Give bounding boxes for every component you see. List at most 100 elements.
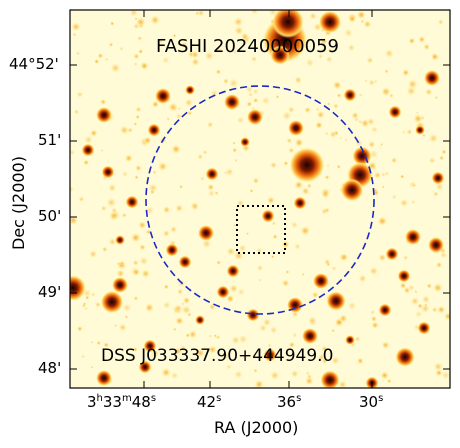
faint-speckle — [138, 49, 144, 54]
star — [378, 303, 392, 317]
faint-speckle — [258, 278, 262, 282]
faint-speckle — [399, 198, 409, 208]
faint-speckle — [233, 17, 244, 27]
faint-speckle — [172, 33, 177, 38]
faint-speckle — [101, 246, 108, 253]
faint-speckle — [171, 144, 181, 154]
faint-speckle — [414, 310, 423, 318]
faint-speckle — [270, 370, 280, 380]
faint-speckle — [163, 284, 169, 290]
faint-speckle — [150, 189, 155, 195]
survey-label: DSS J033337.90+444949.0 — [101, 346, 334, 366]
faint-speckle — [364, 78, 368, 83]
faint-speckle — [76, 51, 81, 56]
faint-speckle — [184, 98, 193, 107]
faint-speckle — [409, 180, 417, 189]
star — [345, 335, 355, 345]
dec-tick-label: 48' — [38, 359, 62, 377]
faint-speckle — [135, 106, 142, 113]
faint-speckle — [234, 158, 238, 162]
star — [115, 235, 125, 245]
faint-speckle — [333, 103, 339, 109]
faint-speckle — [324, 207, 330, 214]
faint-speckle — [234, 370, 243, 379]
faint-speckle — [175, 204, 184, 213]
faint-speckle — [374, 79, 378, 84]
faint-speckle — [269, 326, 278, 334]
faint-speckle — [174, 347, 182, 356]
faint-speckle — [168, 102, 178, 112]
faint-speckle — [181, 305, 192, 315]
faint-speckle — [344, 137, 348, 142]
faint-speckle — [231, 335, 241, 345]
faint-speckle — [358, 93, 363, 98]
faint-speckle — [248, 92, 253, 97]
faint-speckle — [344, 28, 353, 38]
faint-speckle — [358, 274, 367, 283]
faint-speckle — [380, 142, 384, 146]
faint-speckle — [100, 98, 107, 105]
faint-speckle — [208, 334, 212, 338]
faint-speckle — [406, 128, 413, 135]
faint-speckle — [201, 239, 212, 249]
faint-speckle — [225, 363, 232, 370]
faint-speckle — [166, 117, 171, 121]
faint-speckle — [368, 140, 376, 149]
faint-speckle — [414, 290, 418, 294]
faint-speckle — [104, 57, 109, 62]
faint-speckle — [368, 79, 376, 87]
faint-speckle — [420, 303, 430, 314]
faint-speckle — [428, 157, 436, 164]
faint-speckle — [288, 341, 295, 348]
faint-speckle — [133, 295, 139, 301]
faint-speckle — [202, 149, 208, 155]
faint-speckle — [119, 46, 124, 52]
faint-speckle — [215, 335, 221, 340]
faint-speckle — [144, 303, 154, 313]
faint-speckle — [108, 42, 114, 47]
faint-speckle — [331, 265, 337, 271]
faint-speckle — [152, 170, 157, 175]
faint-speckle — [434, 95, 439, 100]
faint-speckle — [150, 15, 161, 25]
faint-speckle — [338, 380, 347, 388]
star — [340, 178, 364, 202]
faint-speckle — [294, 138, 304, 148]
faint-speckle — [306, 183, 312, 189]
faint-speckle — [381, 172, 386, 177]
y-axis-label: Dec (J2000) — [8, 156, 28, 250]
faint-speckle — [97, 52, 104, 59]
faint-speckle — [305, 371, 310, 376]
star — [395, 347, 415, 367]
faint-speckle — [435, 261, 443, 269]
dec-tick-label: 50' — [38, 207, 62, 225]
faint-speckle — [207, 189, 216, 198]
faint-speckle — [70, 186, 74, 193]
star-field — [70, 10, 450, 388]
faint-speckle — [339, 314, 348, 323]
faint-speckle — [108, 183, 117, 192]
faint-speckle — [116, 269, 125, 278]
star — [431, 171, 445, 185]
faint-speckle — [384, 171, 390, 176]
faint-speckle — [370, 315, 377, 322]
faint-speckle — [90, 340, 94, 344]
faint-speckle — [130, 232, 141, 243]
faint-speckle — [285, 270, 290, 274]
faint-speckle — [70, 215, 78, 225]
faint-speckle — [290, 221, 299, 229]
faint-speckle — [305, 58, 315, 68]
faint-speckle — [196, 348, 205, 358]
faint-speckle — [292, 332, 298, 338]
star — [302, 328, 318, 344]
faint-speckle — [139, 256, 149, 266]
faint-speckle — [162, 206, 171, 214]
faint-speckle — [249, 188, 254, 193]
faint-speckle — [403, 255, 409, 261]
faint-speckle — [191, 57, 200, 67]
faint-speckle — [293, 243, 301, 251]
star — [428, 237, 444, 253]
faint-speckle — [76, 325, 83, 332]
faint-speckle — [324, 131, 329, 136]
faint-speckle — [133, 122, 138, 126]
